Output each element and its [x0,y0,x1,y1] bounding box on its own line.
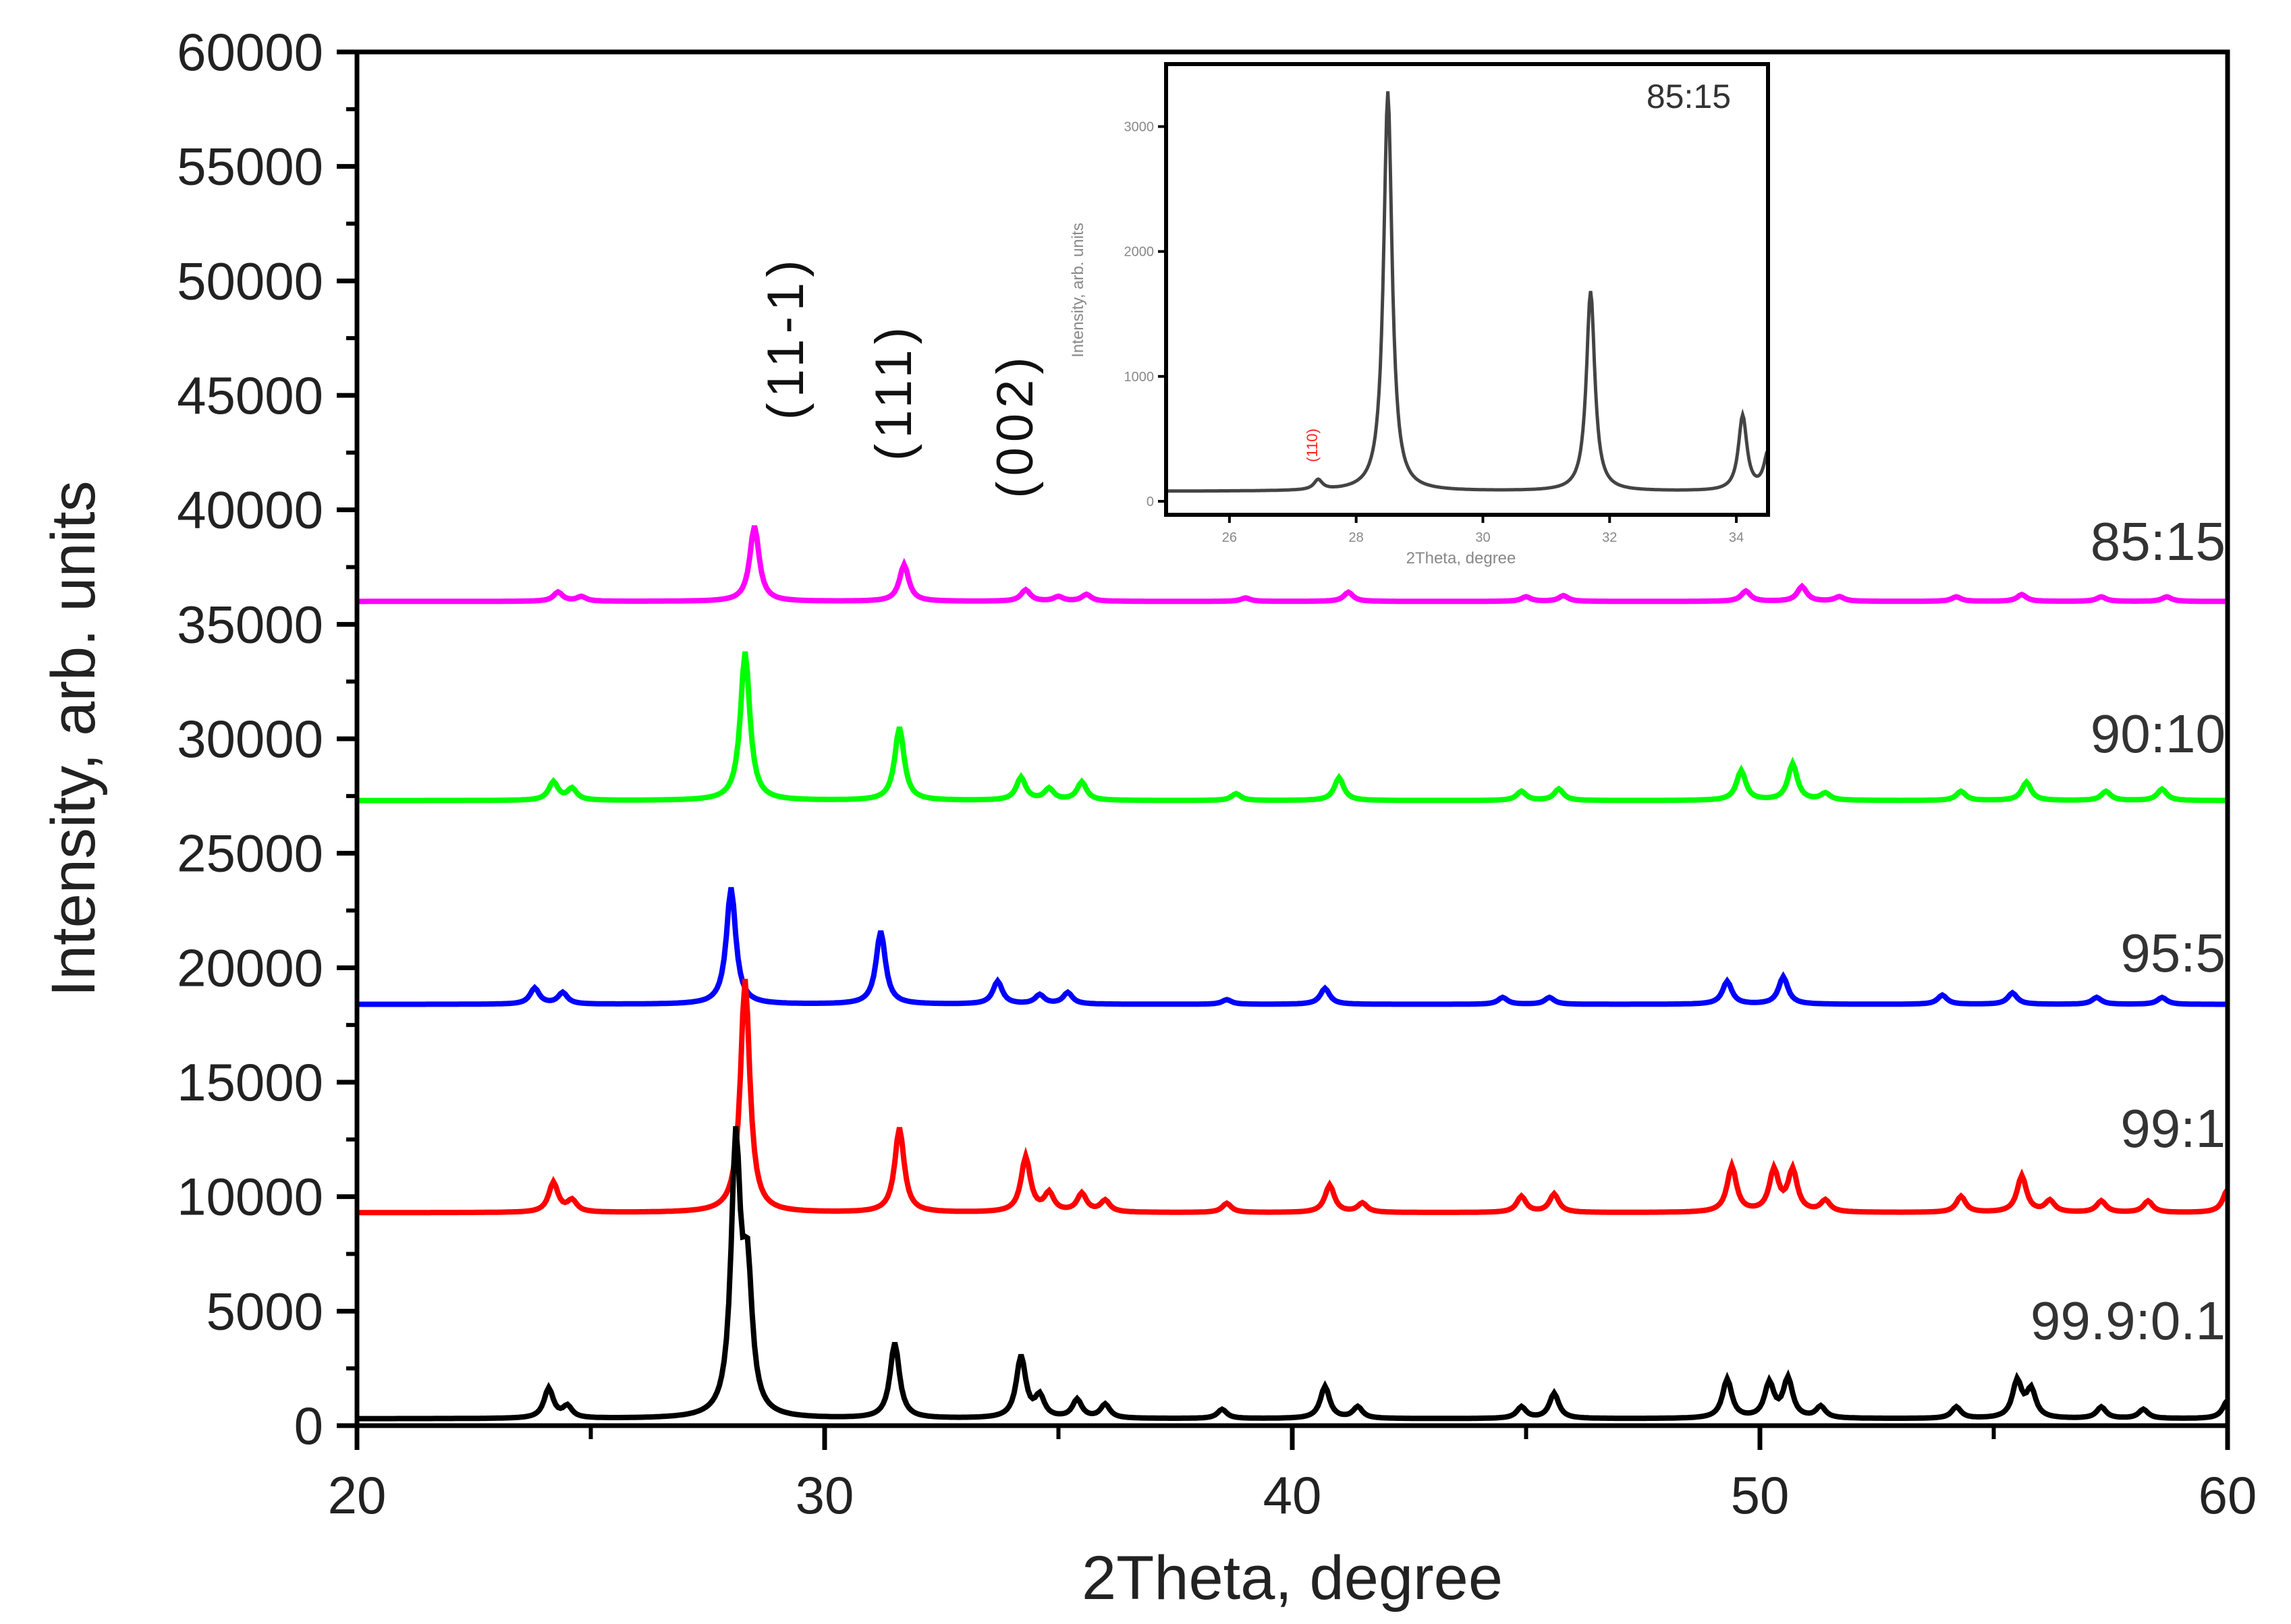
series-line-85-15 [357,525,2228,605]
x-axis: 20 30 40 50 60 [328,1426,2257,1525]
y-tick-label: 45000 [177,366,323,425]
peak-annotations: (11-1) (111) (002) [757,254,1044,498]
y-tick-label: 10000 [177,1167,323,1227]
y-tick-label: 50000 [177,251,323,310]
inset-peak-annotation: (110) [1304,428,1321,462]
inset-y-tick-label: 0 [1147,495,1154,509]
inset-series-line [1166,91,1770,493]
inset-y-tick-label: 3000 [1124,120,1155,135]
peak-annotation: (111) [865,322,922,461]
peak-annotation: (002) [987,352,1044,498]
y-tick-label: 60000 [177,22,323,82]
x-axis-title: 2Theta, degree [1082,1544,1503,1613]
inset-y-axis-title: Intensity, arb. units [1069,223,1087,358]
series-lines [357,525,2230,1422]
y-axis: 0 5000 10000 15000 20000 25000 30000 35000 40000… [177,22,357,1455]
y-tick-label: 20000 [177,938,323,997]
inset-frame [1164,62,1770,517]
y-tick-label: 25000 [177,824,323,883]
y-tick-label: 35000 [177,594,323,654]
series-line-99-1 [357,978,2230,1216]
inset-x-tick-label: 28 [1349,530,1364,545]
series-label: 85:15 [2091,511,2226,571]
inset-line [1166,91,1770,493]
inset-x-tick-label: 30 [1475,530,1490,545]
x-tick-label: 60 [2199,1465,2257,1525]
inset-x-tick-label: 34 [1729,530,1744,545]
inset-y-tick-label: 1000 [1124,370,1155,385]
x-tick-label: 40 [1263,1465,1322,1525]
inset-plot: 26 28 30 32 34 0 1000 2000 3000 (110) 85:15 2Thet… [1069,62,1770,567]
y-tick-label: 0 [294,1396,323,1455]
series-line-90-10 [357,651,2228,804]
y-tick-label: 55000 [177,137,323,196]
y-tick-label: 15000 [177,1053,323,1112]
inset-x-axis-title: 2Theta, degree [1406,549,1516,567]
inset-series-label: 85:15 [1647,78,1731,115]
y-tick-label: 5000 [206,1281,323,1341]
inset-y-tick-label: 2000 [1124,245,1155,260]
series-line-95-5 [357,887,2228,1007]
y-tick-label: 40000 [177,480,323,540]
y-tick-label: 30000 [177,709,323,768]
peak-annotation: (11-1) [757,254,815,420]
series-label: 90:10 [2091,704,2226,764]
inset-x-tick-label: 32 [1602,530,1617,545]
series-labels: 85:15 90:10 95:5 99:1 99.9:0.1 [2031,511,2226,1351]
x-tick-label: 50 [1731,1465,1790,1525]
x-tick-label: 30 [796,1465,854,1525]
x-tick-label: 20 [328,1465,387,1525]
series-label: 99.9:0.1 [2031,1291,2226,1351]
inset-background [1166,64,1768,515]
series-label: 95:5 [2120,923,2226,983]
series-label: 99:1 [2120,1098,2226,1158]
inset-x-tick-label: 26 [1222,530,1237,545]
series-line-99-9-0-1 [357,1125,2230,1422]
y-axis-title: Intensity, arb. units [39,480,108,997]
inset-axes: 26 28 30 32 34 0 1000 2000 3000 (110) [1124,120,1744,545]
